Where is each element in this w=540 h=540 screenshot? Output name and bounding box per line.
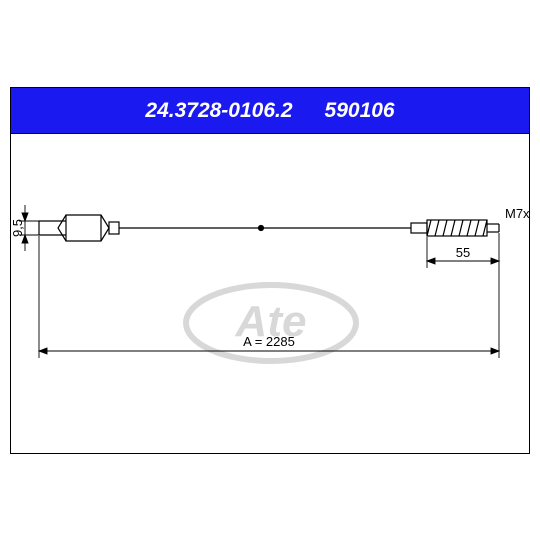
alt-number: 590106 bbox=[325, 99, 395, 123]
header-bar: 24.3728-0106.2 590106 bbox=[11, 88, 529, 134]
dim-overall-label: A = 2285 bbox=[243, 334, 295, 349]
cable-assembly bbox=[39, 215, 499, 241]
logo-watermark: Ate bbox=[186, 285, 356, 361]
technical-drawing: Ate bbox=[11, 133, 529, 453]
dim-55-label: 55 bbox=[456, 245, 470, 260]
dim-height-label: 9,5 bbox=[11, 219, 25, 237]
part-number: 24.3728-0106.2 bbox=[145, 99, 292, 123]
thread-label: M7x1 bbox=[505, 206, 529, 221]
diagram-frame: 24.3728-0106.2 590106 Ate bbox=[10, 87, 530, 454]
